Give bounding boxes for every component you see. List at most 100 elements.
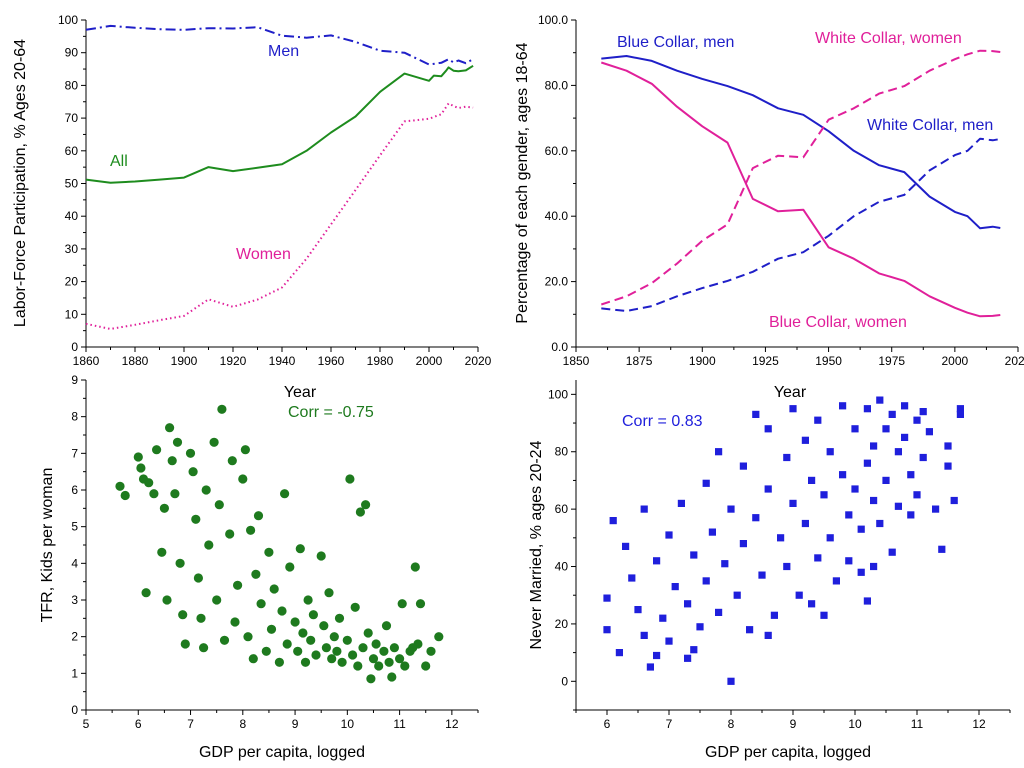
scatter-point [907, 511, 915, 519]
y-tick-label: 6 [71, 483, 78, 497]
scatter-point [246, 525, 256, 535]
scatter-point [665, 531, 673, 539]
scatter-point [715, 608, 723, 616]
x-tick-label: 2000 [942, 354, 969, 368]
scatter-point [300, 657, 311, 667]
y-tick-label: 4 [71, 556, 78, 570]
scatter-point [913, 416, 921, 424]
scatter-point [814, 554, 822, 562]
scatter-point [901, 402, 909, 410]
scatter-point [764, 485, 772, 493]
scatter-point [733, 591, 741, 599]
scatter-point [708, 528, 716, 536]
x-tick-label: 1960 [318, 354, 345, 368]
scatter-point [358, 643, 368, 653]
scatter-point [350, 602, 360, 612]
scatter-point [193, 573, 203, 583]
y-tick-label: 0 [71, 703, 78, 717]
x-tick-label: 12 [445, 717, 459, 731]
scatter-point [826, 534, 834, 542]
scatter-point [159, 503, 169, 513]
scatter-point [814, 416, 822, 424]
y-tick-label: 3 [71, 593, 78, 607]
y-tick-label: 5 [71, 520, 78, 534]
series-line-3 [85, 102, 474, 330]
scatter-point [746, 626, 754, 634]
scatter-point [303, 595, 313, 605]
scatter-point [888, 548, 896, 556]
scatter-point [233, 580, 243, 590]
scatter-point [801, 519, 809, 528]
scatter-point [162, 595, 172, 605]
scatter-point [789, 405, 797, 413]
scatter-point [170, 489, 180, 499]
y-tick-label: 20 [65, 275, 79, 289]
series-line-1 [601, 55, 1001, 230]
x-tick-label: 2025 [1005, 354, 1024, 368]
scatter-point [329, 632, 339, 642]
y-axis-label: Labor-Force Participation, % Ages 20-64 [12, 39, 29, 327]
scatter-point [882, 425, 890, 433]
y-tick-label: 7 [71, 446, 78, 460]
scatter-point [721, 560, 729, 568]
y-tick-label: 100 [548, 387, 568, 401]
y-tick-label: 0 [71, 340, 78, 354]
x-tick-label: 1875 [626, 354, 653, 368]
chart-nm: 6 7 8 9 10 11 12 0 20 40 60 80 100 GDP per capita, lo… [528, 380, 1011, 761]
y-tick-label: 40 [65, 209, 79, 223]
y-tick-label: 90 [65, 46, 79, 60]
scatter-point [251, 569, 261, 579]
scatter-point [180, 639, 190, 649]
scatter-point [857, 568, 865, 576]
x-tick-label: 1900 [171, 354, 198, 368]
scatter-point [870, 562, 878, 571]
scatter-point [907, 471, 915, 479]
y-tick-label: 30 [65, 242, 79, 256]
series-line-4 [600, 61, 1001, 318]
y-tick-label: 100 [58, 13, 78, 27]
x-tick-label: 6 [604, 717, 611, 731]
scatter-point [919, 408, 927, 416]
scatter-point [826, 448, 834, 456]
scatter-point [677, 499, 685, 507]
scatter-point [758, 571, 766, 579]
scatter-point [845, 557, 853, 565]
scatter-point [913, 491, 921, 499]
scatter-point [348, 650, 358, 660]
y-tick-label: 40 [555, 560, 569, 574]
scatter-point [727, 505, 735, 513]
scatter-point [919, 453, 927, 462]
scatter-point [389, 643, 399, 653]
scatter-point [808, 600, 816, 608]
scatter-point [277, 606, 287, 616]
scatter-point [248, 654, 258, 664]
scatter-point [410, 562, 420, 572]
scatter-point [894, 502, 902, 510]
y-tick-label: 60 [65, 144, 79, 158]
scatter-point [332, 646, 342, 656]
scatter-point [789, 499, 797, 507]
scatter-point [204, 540, 214, 550]
scatter-point [609, 517, 617, 525]
scatter-point [345, 474, 355, 484]
scatter-point [783, 562, 791, 571]
x-tick-label: 10 [341, 717, 355, 731]
correlation-label: Corr = -0.75 [288, 404, 374, 421]
scatter-point [115, 481, 125, 491]
scatter-point [739, 540, 747, 548]
scatter-point [739, 462, 747, 470]
x-tick-label: 12 [972, 717, 986, 731]
scatter-point [702, 577, 710, 585]
x-tick-label: 1950 [815, 354, 842, 368]
scatter-point [820, 491, 828, 499]
scatter-point [327, 654, 337, 664]
scatter-point [191, 514, 201, 524]
scatter-point [622, 542, 630, 550]
scatter-point [212, 595, 222, 605]
series-label: White Collar, men [867, 117, 993, 134]
scatter-point [870, 442, 878, 450]
scatter-point [851, 425, 859, 433]
y-tick-label: 60.0 [545, 144, 569, 158]
y-tick-label: 60 [555, 502, 569, 516]
